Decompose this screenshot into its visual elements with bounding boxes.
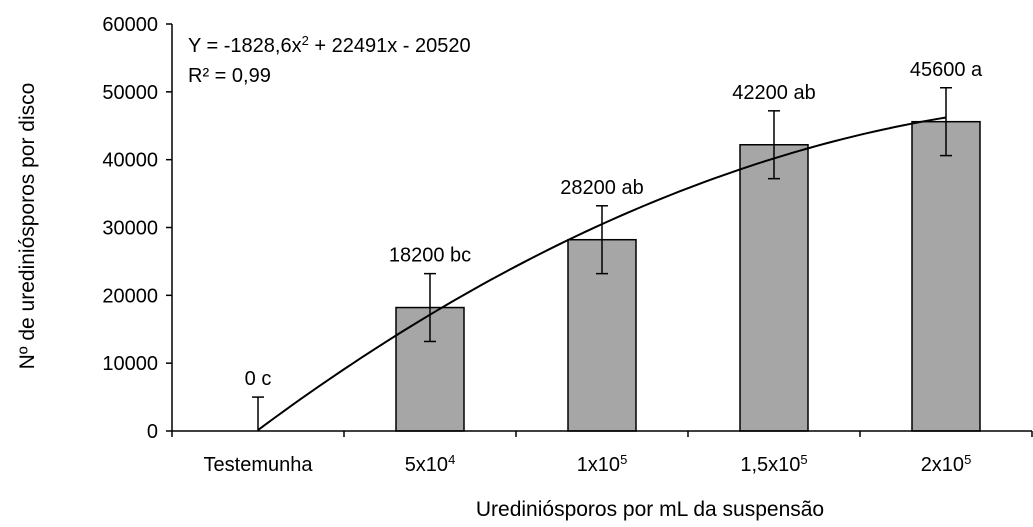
y-ticks-group: 0 10000 20000 30000 40000 50000 60000 <box>102 14 172 443</box>
y-tick-label: 50000 <box>102 82 158 104</box>
bar <box>911 120 981 432</box>
x-tick-label: Testemunha <box>204 454 314 476</box>
r-squared-label: R² = 0,99 <box>188 65 271 87</box>
y-tick-label: 40000 <box>102 150 158 172</box>
error-bar <box>252 396 264 431</box>
y-tick-label: 0 <box>147 421 158 443</box>
error-bar <box>768 110 780 180</box>
data-label: 0 c <box>245 368 272 390</box>
data-label: 18200 bc <box>389 245 471 267</box>
x-ticks-group: Testemunha 5x104 1x105 1,5x105 2x105 <box>171 431 1033 477</box>
y-axis-title: Nº de urediniósporos por disco <box>16 83 39 370</box>
trendline <box>257 116 947 431</box>
data-label: 42200 ab <box>732 82 815 104</box>
data-label: 45600 a <box>910 59 983 81</box>
error-bar <box>424 272 436 343</box>
x-tick-label: 5x104 <box>405 452 456 477</box>
y-tick-label: 10000 <box>102 353 158 375</box>
x-tick-label: 1,5x105 <box>740 452 807 477</box>
x-tick-label: 2x105 <box>921 452 972 477</box>
bar <box>739 143 809 432</box>
error-bar <box>596 205 608 275</box>
data-labels-group: 0 c 18200 bc 28200 ab 42200 ab 45600 a <box>245 59 983 390</box>
y-tick-label: 60000 <box>102 14 158 36</box>
y-tick-label: 30000 <box>102 218 158 240</box>
trendline-equation: Y = -1828,6x2 + 22491x - 20520 <box>188 33 471 58</box>
error-bars-group <box>252 87 952 431</box>
data-label: 28200 ab <box>560 177 643 199</box>
y-tick-label: 20000 <box>102 285 158 307</box>
error-bar <box>940 87 952 157</box>
x-tick-label: 1x105 <box>577 452 628 477</box>
x-axis-title: Urediniósporos por mL da suspensão <box>476 498 824 521</box>
bars-group <box>395 120 981 432</box>
